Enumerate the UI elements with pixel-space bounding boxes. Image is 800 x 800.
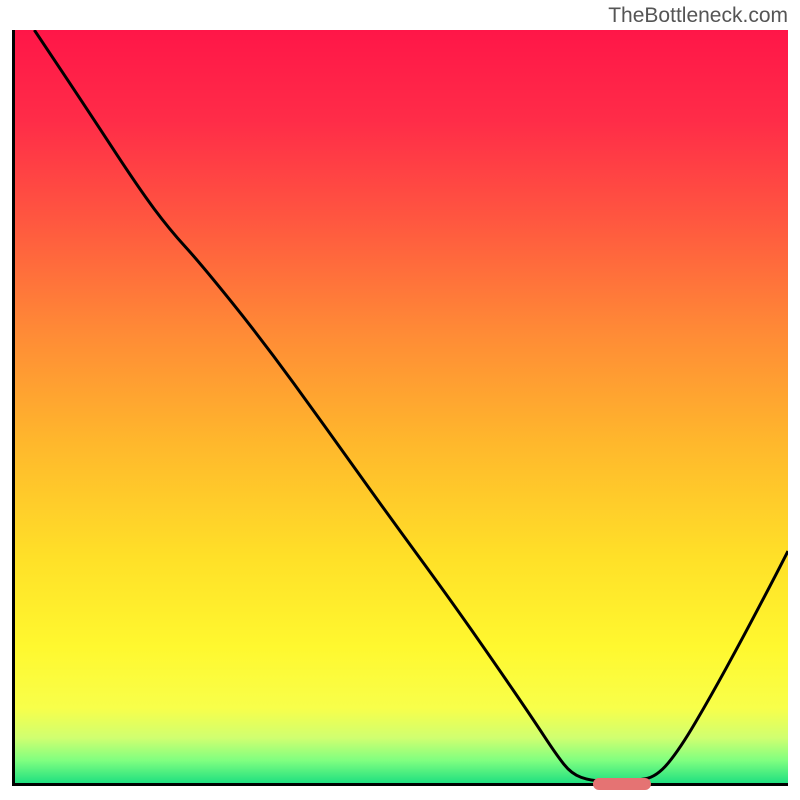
plot-area — [12, 30, 788, 786]
watermark-text: TheBottleneck.com — [608, 4, 788, 28]
optimal-marker — [593, 778, 651, 790]
bottleneck-curve — [15, 30, 788, 783]
